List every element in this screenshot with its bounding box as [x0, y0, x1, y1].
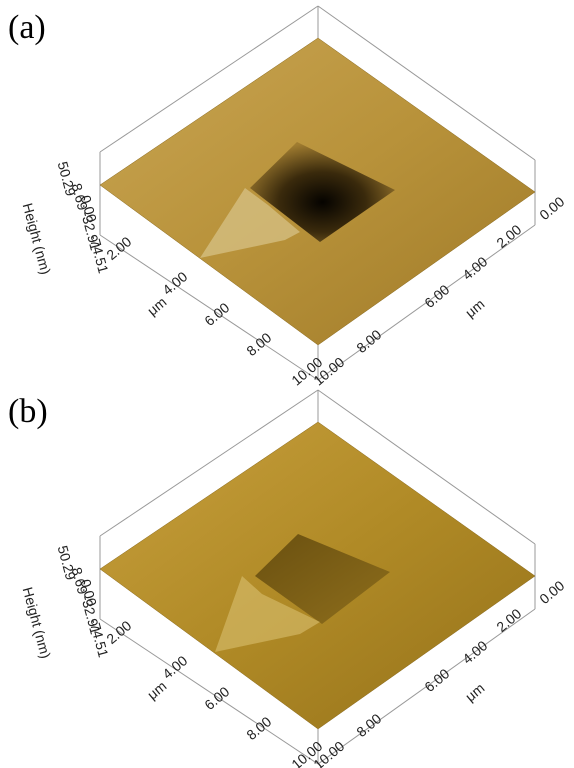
- y-tick-label: 0.00: [536, 193, 567, 223]
- x-tick-label: 4.00: [159, 652, 190, 682]
- x-axis-title: μm: [144, 678, 169, 703]
- y-axis-title: μm: [462, 296, 487, 321]
- x-axis-title: μm: [144, 294, 169, 319]
- z-axis-title: Height (nm): [20, 585, 54, 660]
- x-tick-label: 4.00: [159, 268, 190, 298]
- panel-label: (a): [8, 9, 46, 46]
- y-tick-label: 4.00: [459, 637, 490, 667]
- y-tick-label: 2.00: [493, 221, 524, 251]
- y-tick-label: 6.00: [421, 281, 452, 311]
- y-axis-title: μm: [462, 680, 487, 705]
- x-tick-label: 6.00: [201, 299, 232, 329]
- y-tick-label: 4.00: [459, 253, 490, 283]
- x-tick-label: 6.00: [201, 683, 232, 713]
- figure: (a)50.298.690.00-32.91-74.51Height (nm)2…: [0, 0, 574, 768]
- y-tick-label: 6.00: [421, 665, 452, 695]
- panel-label: (b): [8, 393, 48, 430]
- y-tick-label: 0.00: [536, 577, 567, 607]
- z-axis-title: Height (nm): [20, 201, 54, 276]
- y-tick-label: 2.00: [493, 605, 524, 635]
